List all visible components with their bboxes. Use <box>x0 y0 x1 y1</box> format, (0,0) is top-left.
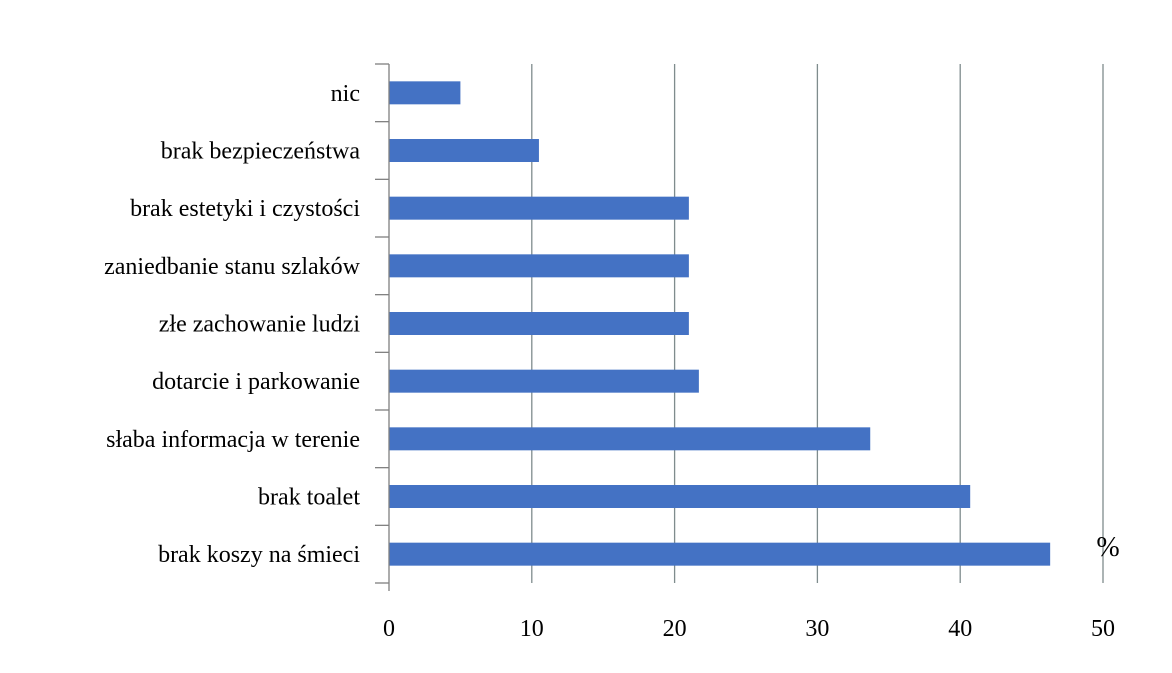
category-label: brak koszy na śmieci <box>158 542 360 568</box>
category-label: zaniedbanie stanu szlaków <box>104 254 361 280</box>
category-labels: nic brak bezpieczeństwa brak estetyki i cz… <box>104 81 361 568</box>
bar <box>389 542 1051 566</box>
x-tick-label: 0 <box>383 616 395 642</box>
bar <box>389 254 689 278</box>
x-tick-label: 20 <box>663 616 687 642</box>
x-tick-labels: 0 10 20 30 40 50 <box>383 616 1115 642</box>
bar <box>389 196 689 220</box>
category-label: brak bezpieczeństwa <box>161 139 361 165</box>
bar <box>389 312 689 335</box>
category-label: brak estetyki i czystości <box>130 196 360 222</box>
bar <box>389 369 699 393</box>
category-label: złe zachowanie ludzi <box>159 312 361 338</box>
x-tick-label: 10 <box>520 616 544 642</box>
bars <box>389 81 1051 566</box>
axes <box>375 63 390 591</box>
x-tick-label: 50 <box>1091 616 1115 642</box>
unit-label: % <box>1096 532 1119 563</box>
category-label: brak toalet <box>258 485 360 511</box>
x-tick-label: 40 <box>948 616 972 642</box>
category-label: dotarcie i parkowanie <box>152 369 360 395</box>
bar <box>389 427 871 451</box>
category-label: nic <box>331 81 360 107</box>
bar <box>389 139 539 162</box>
bar <box>389 81 461 105</box>
bar <box>389 485 971 508</box>
x-tick-label: 30 <box>805 616 829 642</box>
category-label: słaba informacja w terenie <box>106 427 360 453</box>
